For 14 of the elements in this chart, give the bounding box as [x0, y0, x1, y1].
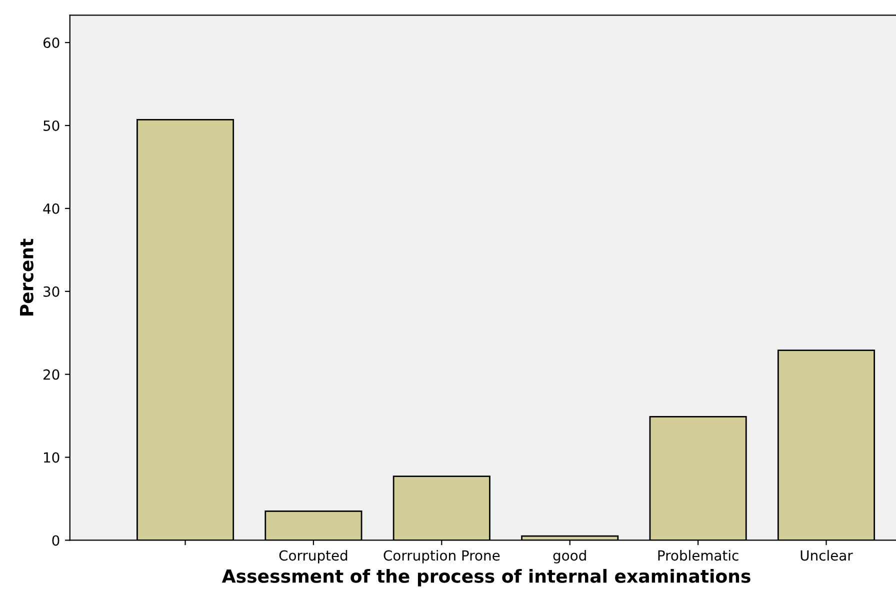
- x-tick-label: Problematic: [658, 550, 738, 561]
- y-tick-label: 50: [44, 120, 60, 131]
- x-tick-label: Corrupted: [279, 550, 348, 564]
- y-tick-label: 60: [43, 38, 60, 48]
- y-tick-label: 10: [44, 452, 60, 463]
- x-axis-title: Assessment of the process of internal examinations: [222, 568, 750, 586]
- y-axis-title: Percent: [20, 238, 34, 316]
- x-tick-label: Corruption Prone: [384, 550, 500, 564]
- y-tick-label: 30: [44, 286, 60, 297]
- y-tick-label: 20: [44, 369, 60, 380]
- y-tick-label: 0: [52, 535, 60, 546]
- x-tick-label: Unclear: [800, 550, 853, 561]
- x-tick-label: good: [553, 550, 586, 564]
- y-tick-label: 40: [43, 203, 60, 214]
